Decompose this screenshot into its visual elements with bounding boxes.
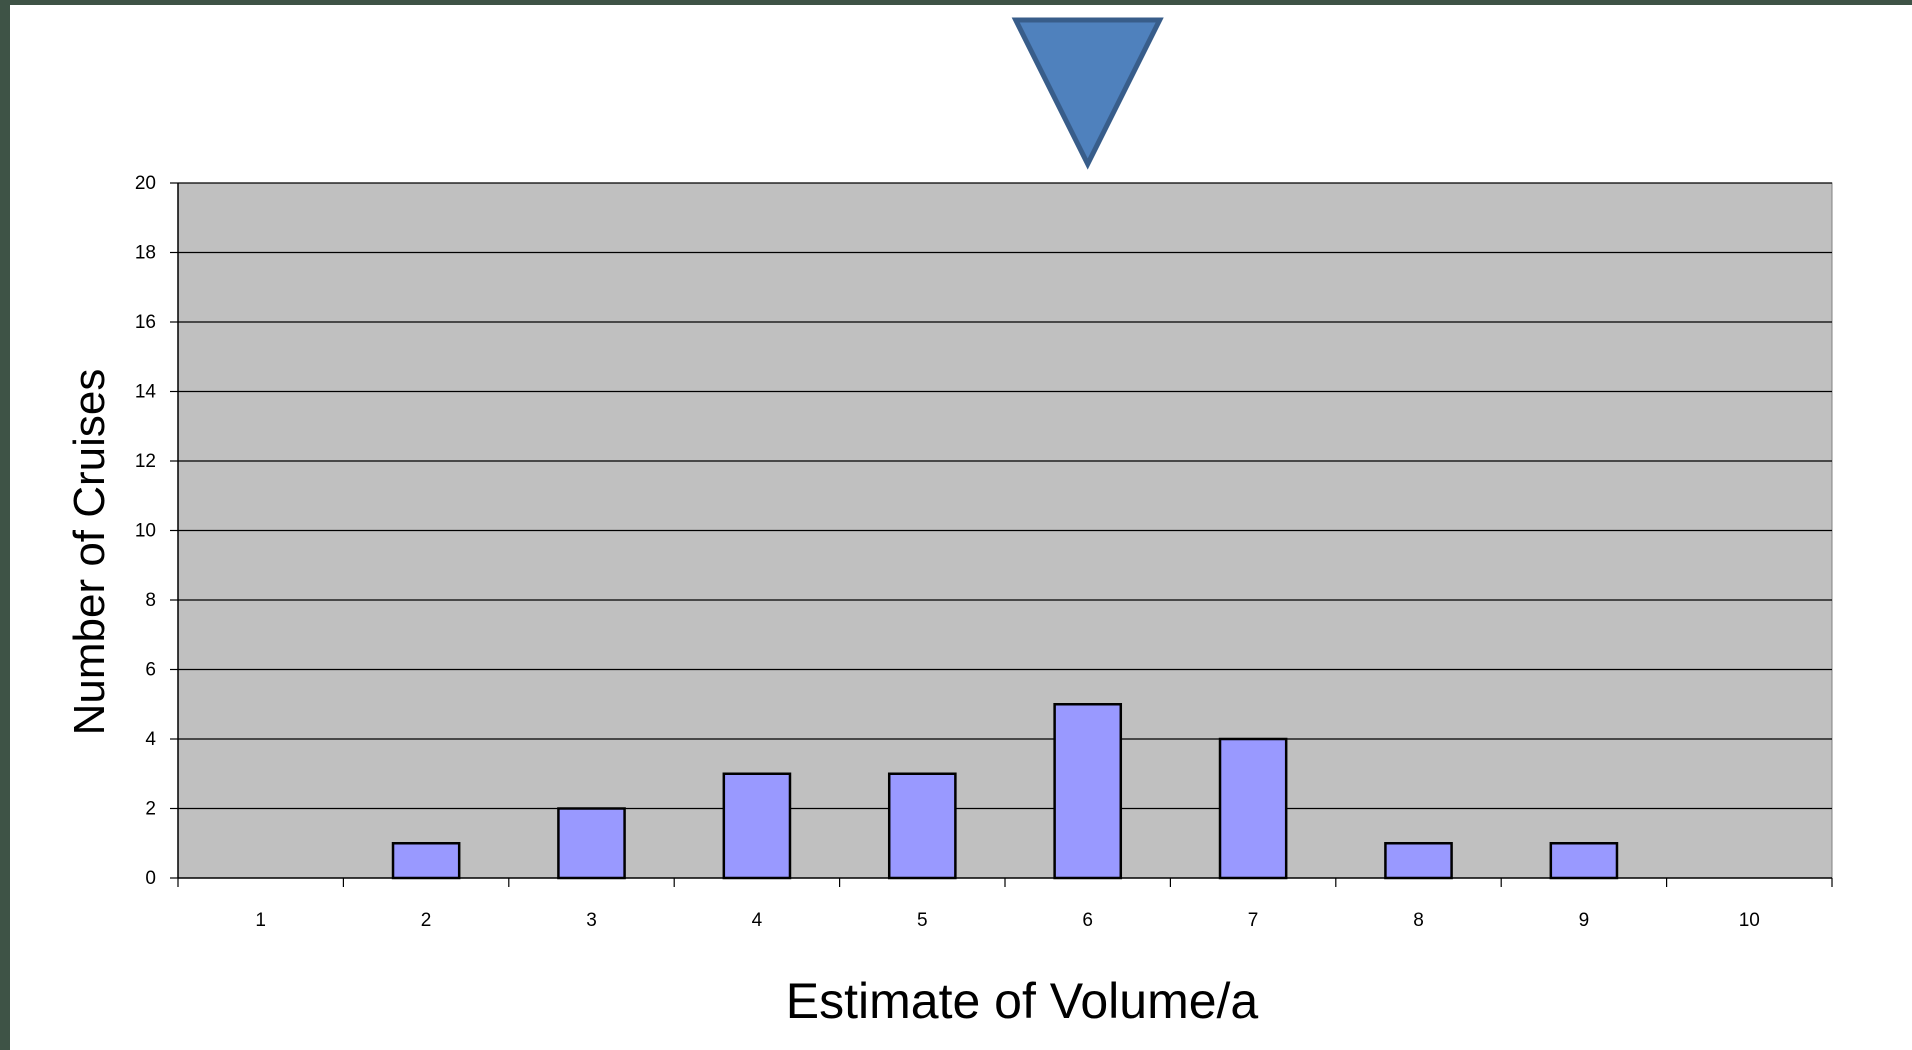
y-tick-label: 20 [135,173,156,194]
y-tick-label: 8 [145,590,156,611]
x-tick-label: 2 [421,910,432,931]
bar [887,772,957,880]
bar [391,842,461,880]
x-tick-label: 6 [1082,910,1093,931]
bar [1053,703,1123,880]
y-tick-label: 0 [145,868,156,889]
y-tick-label: 12 [135,451,156,472]
bar [722,772,792,880]
y-tick-label: 16 [135,312,156,333]
y-tick-label: 4 [145,729,156,750]
bar [557,807,626,880]
y-axis-title: Number of Cruises [65,369,114,736]
x-tick-label: 4 [752,910,763,931]
x-tick-labels: 1 2 3 4 5 6 7 8 9 10 [255,910,1759,931]
down-triangle-marker [1011,17,1164,170]
x-tick-label: 1 [255,910,266,931]
y-tick-label: 6 [145,660,156,681]
x-tick-label: 9 [1579,910,1590,931]
y-tick-label: 14 [135,382,157,403]
x-tick-label: 3 [586,910,597,931]
x-tick-label: 10 [1739,910,1760,931]
x-tick-label: 5 [917,910,928,931]
bars [391,703,1619,880]
axes [170,182,1833,887]
y-tick-label: 2 [145,799,156,820]
bar [1384,842,1453,880]
bar [1218,737,1288,880]
x-axis-title: Estimate of Volume/a [786,973,1259,1029]
x-tick-label: 7 [1248,910,1259,931]
bar [1549,842,1619,880]
x-tick-label: 8 [1413,910,1424,931]
gridlines [178,182,1832,810]
y-tick-label: 18 [135,243,156,264]
y-tick-label: 10 [135,521,156,542]
y-tick-labels: 0 2 4 6 8 10 12 14 16 18 20 [135,173,157,889]
